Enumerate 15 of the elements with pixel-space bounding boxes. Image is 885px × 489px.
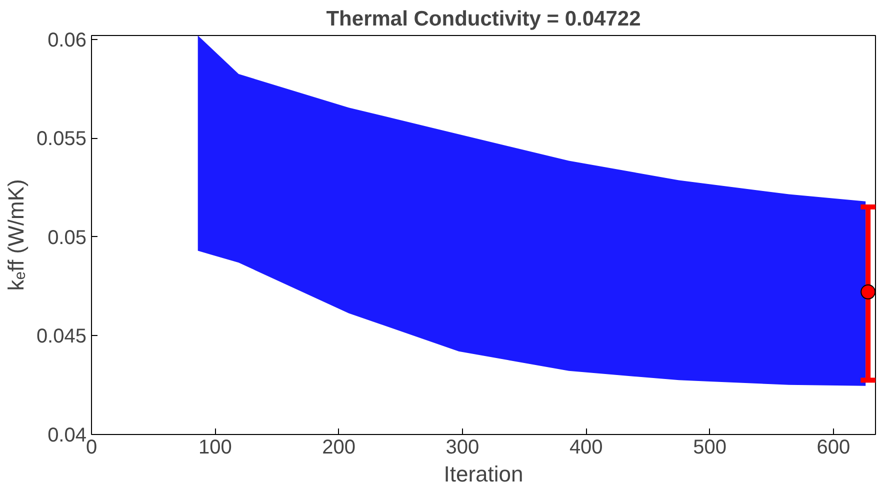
x-tick-label: 100 [198,436,232,458]
x-tick-label: 300 [446,436,480,458]
x-tick-label: 600 [816,436,850,458]
y-tick-label: 0.04 [48,424,87,446]
x-tick-label: 500 [693,436,726,458]
y-tick-label: 0.05 [48,226,87,249]
y-tick-label: 0.055 [36,128,87,150]
y-tick-label: 0.045 [36,326,87,348]
x-axis-title: Iteration [444,462,524,486]
x-tick-label: 200 [322,436,356,458]
y-tick-label: 0.06 [48,29,87,52]
y-axis-title: kₑff (W/mK) [3,179,28,291]
x-tick-label: 400 [569,436,603,458]
x-tick-label: 0 [86,436,98,458]
chart-title: Thermal Conductivity = 0.04722 [326,8,641,30]
